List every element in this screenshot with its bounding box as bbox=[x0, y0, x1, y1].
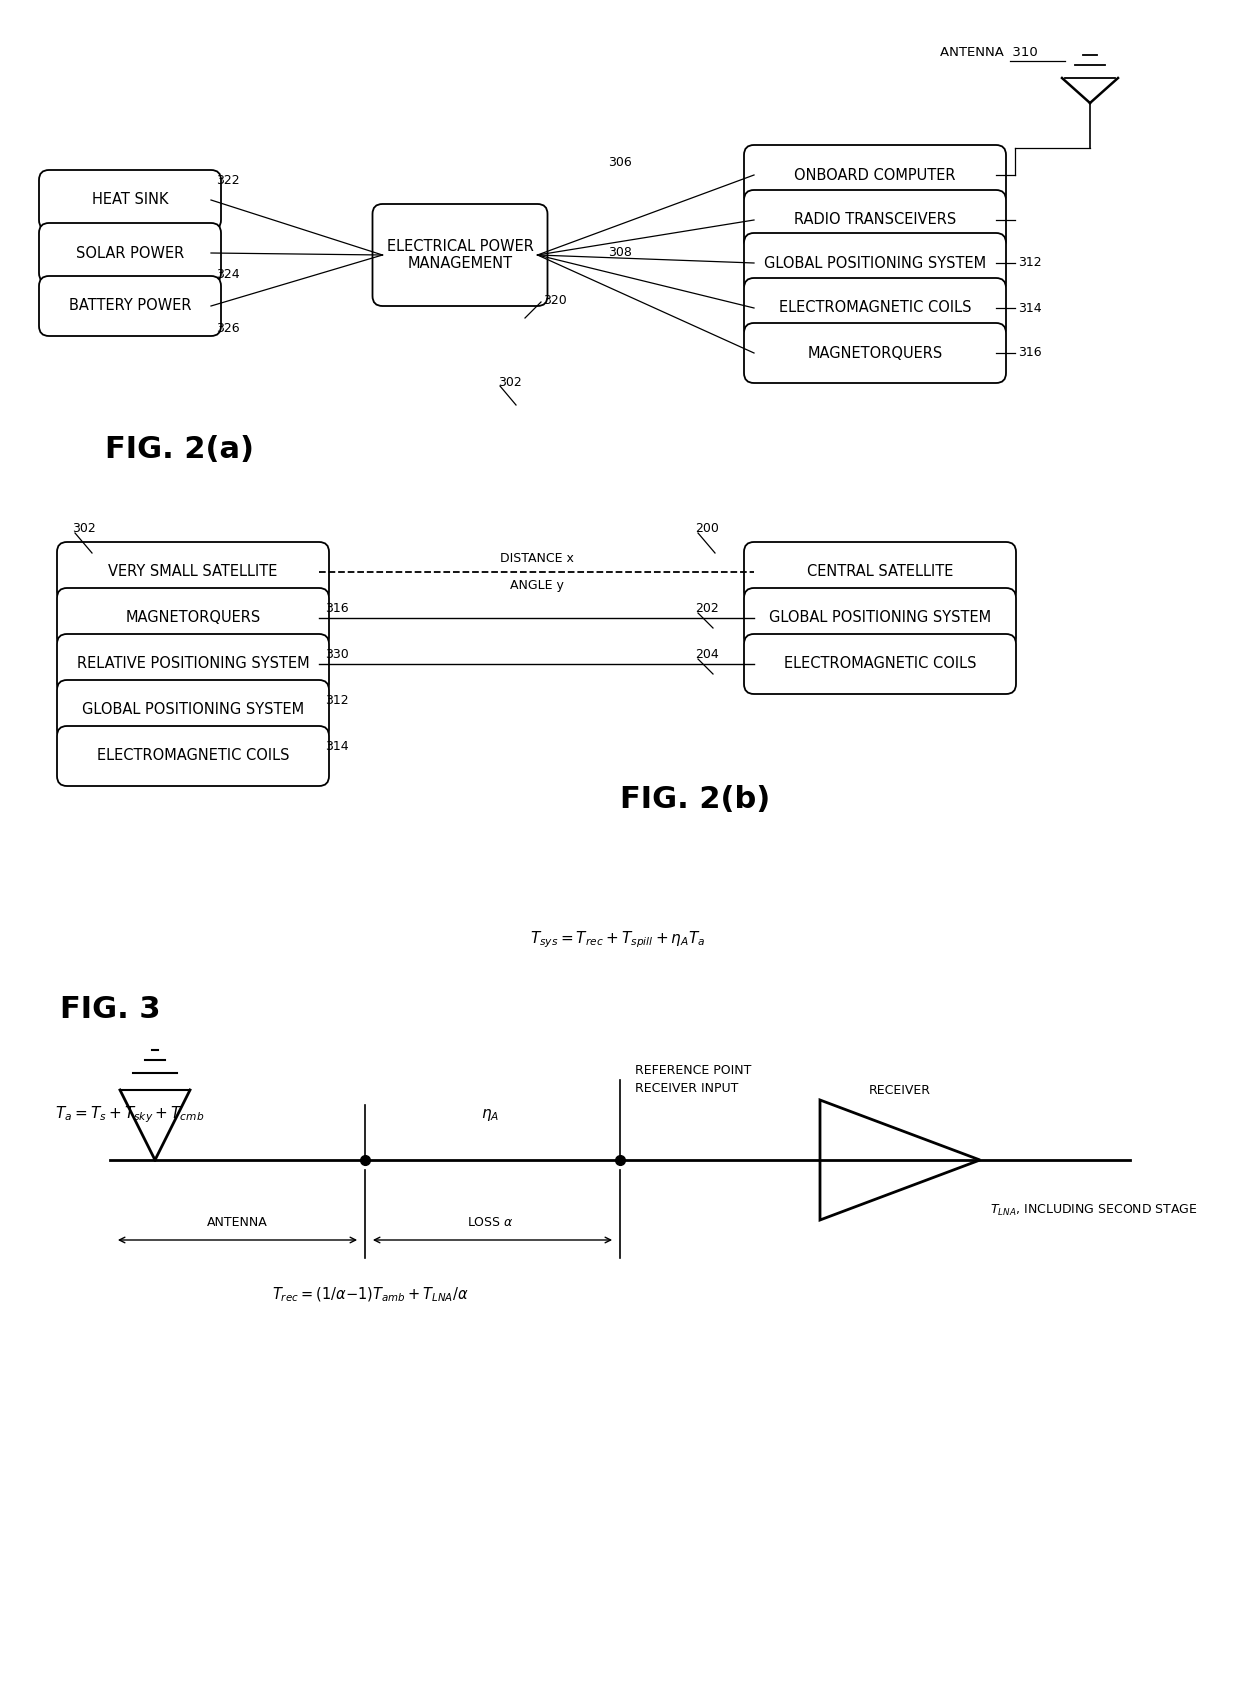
FancyBboxPatch shape bbox=[744, 145, 1006, 204]
Text: MAGNETORQUERS: MAGNETORQUERS bbox=[807, 346, 942, 361]
Text: 316: 316 bbox=[325, 602, 348, 615]
Text: RADIO TRANSCEIVERS: RADIO TRANSCEIVERS bbox=[794, 213, 956, 228]
Text: 202: 202 bbox=[694, 602, 719, 615]
Text: FIG. 2(b): FIG. 2(b) bbox=[620, 786, 770, 815]
Text: GLOBAL POSITIONING SYSTEM: GLOBAL POSITIONING SYSTEM bbox=[764, 256, 986, 271]
FancyBboxPatch shape bbox=[57, 680, 329, 740]
Text: 312: 312 bbox=[325, 694, 348, 707]
Text: 320: 320 bbox=[543, 293, 567, 307]
Text: GLOBAL POSITIONING SYSTEM: GLOBAL POSITIONING SYSTEM bbox=[769, 610, 991, 625]
Text: $\eta_A$: $\eta_A$ bbox=[481, 1108, 498, 1123]
Text: ELECTROMAGNETIC COILS: ELECTROMAGNETIC COILS bbox=[779, 300, 971, 315]
Text: LOSS $\alpha$: LOSS $\alpha$ bbox=[466, 1215, 513, 1229]
Text: DISTANCE x: DISTANCE x bbox=[500, 552, 573, 564]
Text: VERY SMALL SATELLITE: VERY SMALL SATELLITE bbox=[108, 564, 278, 579]
Text: 316: 316 bbox=[1018, 346, 1042, 360]
Text: CENTRAL SATELLITE: CENTRAL SATELLITE bbox=[807, 564, 954, 579]
Text: BATTERY POWER: BATTERY POWER bbox=[68, 298, 191, 314]
FancyBboxPatch shape bbox=[744, 634, 1016, 694]
Text: 324: 324 bbox=[216, 269, 239, 281]
Text: 314: 314 bbox=[325, 740, 348, 753]
Text: ELECTROMAGNETIC COILS: ELECTROMAGNETIC COILS bbox=[784, 656, 976, 671]
Text: ANTENNA: ANTENNA bbox=[207, 1215, 268, 1229]
FancyBboxPatch shape bbox=[57, 726, 329, 786]
FancyBboxPatch shape bbox=[38, 223, 221, 283]
Text: 308: 308 bbox=[608, 247, 632, 259]
FancyBboxPatch shape bbox=[744, 324, 1006, 383]
Text: $T_a = T_s + T_{sky} + T_{cmb}$: $T_a = T_s + T_{sky} + T_{cmb}$ bbox=[55, 1104, 205, 1125]
FancyBboxPatch shape bbox=[744, 233, 1006, 293]
Text: ANTENNA  310: ANTENNA 310 bbox=[940, 46, 1038, 60]
FancyBboxPatch shape bbox=[38, 276, 221, 336]
Text: 322: 322 bbox=[216, 174, 239, 186]
FancyBboxPatch shape bbox=[744, 588, 1016, 648]
Text: RELATIVE POSITIONING SYSTEM: RELATIVE POSITIONING SYSTEM bbox=[77, 656, 309, 671]
Text: REFERENCE POINT
RECEIVER INPUT: REFERENCE POINT RECEIVER INPUT bbox=[635, 1065, 751, 1096]
Text: 312: 312 bbox=[1018, 257, 1042, 269]
FancyBboxPatch shape bbox=[744, 278, 1006, 337]
Text: $T_{LNA}$, INCLUDING SECOND STAGE: $T_{LNA}$, INCLUDING SECOND STAGE bbox=[990, 1203, 1198, 1218]
Text: 326: 326 bbox=[216, 322, 239, 334]
Text: 306: 306 bbox=[608, 155, 631, 169]
Text: 302: 302 bbox=[498, 377, 522, 390]
Text: SOLAR POWER: SOLAR POWER bbox=[76, 245, 184, 261]
Text: ELECTROMAGNETIC COILS: ELECTROMAGNETIC COILS bbox=[97, 748, 289, 763]
Text: $T_{sys} = T_{rec} + T_{spill} + \eta_A T_a$: $T_{sys} = T_{rec} + T_{spill} + \eta_A … bbox=[529, 930, 706, 951]
Text: GLOBAL POSITIONING SYSTEM: GLOBAL POSITIONING SYSTEM bbox=[82, 702, 304, 717]
Text: FIG. 2(a): FIG. 2(a) bbox=[105, 436, 254, 465]
Text: 204: 204 bbox=[694, 648, 719, 661]
Text: ONBOARD COMPUTER: ONBOARD COMPUTER bbox=[795, 167, 956, 182]
Text: ANGLE y: ANGLE y bbox=[510, 579, 563, 593]
Text: FIG. 3: FIG. 3 bbox=[60, 995, 160, 1024]
Text: MAGNETORQUERS: MAGNETORQUERS bbox=[125, 610, 260, 625]
FancyBboxPatch shape bbox=[57, 634, 329, 694]
Text: $T_{rec} = (1/\alpha{-}1)T_{amb} + T_{LNA}/\alpha$: $T_{rec} = (1/\alpha{-}1)T_{amb} + T_{LN… bbox=[272, 1287, 469, 1304]
Text: 330: 330 bbox=[325, 648, 348, 661]
FancyBboxPatch shape bbox=[744, 542, 1016, 602]
FancyBboxPatch shape bbox=[57, 588, 329, 648]
Text: ELECTRICAL POWER
MANAGEMENT: ELECTRICAL POWER MANAGEMENT bbox=[387, 239, 533, 271]
Text: 200: 200 bbox=[694, 521, 719, 535]
FancyBboxPatch shape bbox=[744, 191, 1006, 250]
FancyBboxPatch shape bbox=[372, 204, 548, 307]
Text: RECEIVER: RECEIVER bbox=[869, 1084, 931, 1096]
Text: 314: 314 bbox=[1018, 302, 1042, 315]
FancyBboxPatch shape bbox=[38, 170, 221, 230]
Text: HEAT SINK: HEAT SINK bbox=[92, 193, 169, 208]
Text: 302: 302 bbox=[72, 521, 95, 535]
FancyBboxPatch shape bbox=[57, 542, 329, 602]
